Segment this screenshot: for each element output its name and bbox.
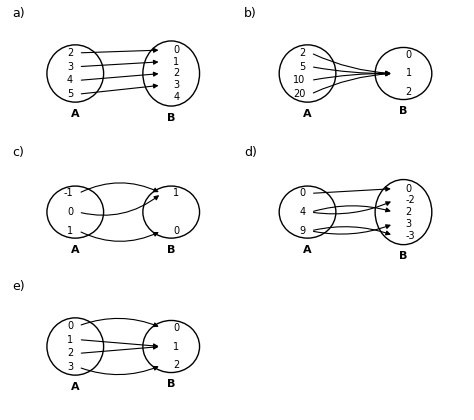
- Text: 2: 2: [67, 48, 73, 58]
- Text: 3: 3: [173, 80, 180, 90]
- Text: -1: -1: [64, 188, 73, 198]
- Text: 0: 0: [173, 323, 180, 333]
- Text: 3: 3: [406, 219, 412, 229]
- Text: c): c): [12, 146, 24, 159]
- Text: 2: 2: [299, 48, 305, 58]
- Text: B: B: [167, 113, 175, 123]
- Text: 0: 0: [299, 188, 305, 198]
- Text: A: A: [303, 244, 312, 255]
- Ellipse shape: [375, 47, 432, 100]
- Text: 0: 0: [173, 226, 180, 236]
- Text: 0: 0: [67, 207, 73, 217]
- Text: A: A: [71, 109, 80, 119]
- Text: 2: 2: [173, 360, 180, 370]
- Text: 1: 1: [406, 68, 412, 79]
- Text: d): d): [244, 146, 257, 159]
- Text: -3: -3: [406, 231, 415, 241]
- Text: A: A: [71, 244, 80, 255]
- Text: 3: 3: [67, 362, 73, 372]
- Ellipse shape: [279, 186, 336, 238]
- Text: 1: 1: [67, 335, 73, 345]
- Text: 1: 1: [173, 341, 180, 352]
- Ellipse shape: [47, 45, 104, 102]
- Text: B: B: [167, 379, 175, 389]
- Text: 1: 1: [67, 226, 73, 236]
- Text: 2: 2: [173, 68, 180, 79]
- Text: 1: 1: [173, 57, 180, 67]
- Text: 4: 4: [67, 75, 73, 85]
- Text: 2: 2: [67, 348, 73, 358]
- Text: 10: 10: [293, 75, 305, 85]
- Ellipse shape: [143, 41, 200, 106]
- Text: B: B: [167, 244, 175, 255]
- Text: 5: 5: [67, 89, 73, 99]
- Ellipse shape: [47, 186, 104, 238]
- Text: A: A: [71, 382, 80, 392]
- Text: A: A: [303, 109, 312, 119]
- Text: B: B: [399, 106, 408, 116]
- Text: 4: 4: [299, 207, 305, 217]
- Text: 0: 0: [173, 45, 180, 55]
- Text: 9: 9: [299, 226, 305, 236]
- Text: a): a): [12, 7, 25, 20]
- Text: 3: 3: [67, 62, 73, 72]
- Text: 20: 20: [293, 89, 305, 99]
- Text: 0: 0: [406, 184, 412, 194]
- Text: 1: 1: [173, 188, 180, 198]
- Text: 2: 2: [406, 207, 412, 217]
- Ellipse shape: [375, 180, 432, 244]
- Ellipse shape: [143, 320, 200, 373]
- Text: e): e): [12, 280, 25, 293]
- Ellipse shape: [143, 186, 200, 238]
- Text: -2: -2: [406, 195, 415, 205]
- Ellipse shape: [47, 318, 104, 375]
- Text: 4: 4: [173, 92, 180, 102]
- Ellipse shape: [279, 45, 336, 102]
- Text: 5: 5: [299, 62, 305, 72]
- Text: B: B: [399, 251, 408, 261]
- Text: 2: 2: [406, 87, 412, 97]
- Text: 0: 0: [406, 50, 412, 60]
- Text: b): b): [244, 7, 257, 20]
- Text: 0: 0: [67, 321, 73, 331]
